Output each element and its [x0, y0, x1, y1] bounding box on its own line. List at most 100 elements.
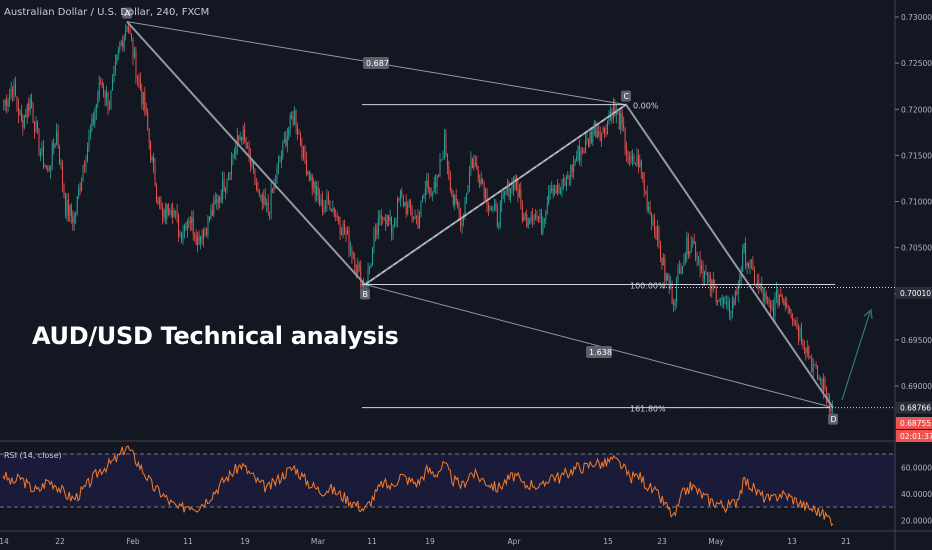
candle-body: [9, 93, 11, 101]
candle-body: [289, 115, 291, 130]
candle-body: [223, 179, 225, 192]
candle-body: [726, 302, 727, 304]
candle-body: [790, 313, 792, 318]
candle-body: [288, 129, 290, 136]
candle-body: [256, 184, 257, 190]
candle-body: [219, 197, 221, 204]
candle-body: [565, 175, 567, 186]
candle-body: [429, 186, 431, 195]
projection-arrowhead: [863, 308, 873, 320]
candle-body: [242, 129, 244, 140]
candle-body: [648, 207, 650, 210]
x-tick-label: 23: [657, 537, 667, 546]
candle-body: [376, 228, 378, 235]
candle-body: [98, 82, 100, 99]
candle-body: [734, 292, 736, 305]
candle-body: [662, 258, 664, 266]
candle-body: [768, 299, 770, 305]
candle-body: [44, 166, 46, 167]
candle-body: [555, 189, 557, 193]
candle-body: [63, 184, 65, 197]
x-tick-label: 11: [367, 537, 377, 546]
candle-body: [72, 215, 74, 223]
candle-body: [480, 178, 482, 184]
candle-body: [689, 251, 691, 255]
candle-body: [348, 230, 350, 252]
candle-body: [248, 145, 250, 156]
candle-body: [549, 190, 551, 194]
candle-body: [442, 158, 444, 160]
candle-body: [545, 211, 547, 220]
candle-body: [120, 42, 122, 46]
candle-body: [671, 283, 673, 303]
candle-body: [18, 106, 19, 116]
abcd-pattern-group[interactable]: 0.00% 100.00% 161.80% A B C D 0.687 1.638: [122, 7, 895, 425]
candle-body: [305, 159, 307, 174]
candle-body: [339, 223, 341, 233]
candle-body: [436, 175, 438, 188]
candle-body: [595, 122, 597, 138]
candle-body: [814, 365, 816, 367]
candle-body: [667, 274, 669, 281]
x-tick-label: Apr: [508, 537, 522, 546]
candle-body: [73, 217, 75, 223]
candle-body: [128, 27, 130, 32]
projection-arrow: [841, 311, 871, 401]
y-tick-label: 0.72500: [901, 59, 932, 68]
candle-body: [682, 266, 683, 274]
candle-body: [258, 191, 260, 196]
symbol-title[interactable]: Australian Dollar / U.S. Dollar, 240, FX…: [4, 7, 210, 18]
candle-body: [379, 215, 381, 218]
candle-body: [617, 112, 619, 114]
candle-body: [427, 180, 429, 187]
candle-body: [420, 201, 422, 216]
candle-body: [721, 297, 723, 300]
candle-body: [229, 173, 231, 175]
candle-body: [758, 280, 760, 287]
candle-body: [731, 299, 733, 312]
candle-body: [341, 232, 343, 235]
candle-body: [485, 189, 486, 198]
candle-body: [762, 292, 764, 301]
candle-body: [752, 261, 754, 270]
candle-body: [304, 146, 306, 160]
candle-body: [112, 80, 113, 91]
candle-body: [399, 191, 401, 200]
candle-body: [313, 182, 315, 189]
candle-body: [812, 365, 814, 372]
candle-body: [564, 181, 566, 186]
candle-body: [413, 217, 415, 219]
candle-body: [642, 172, 644, 179]
candle-body: [806, 347, 808, 353]
candle-body: [560, 189, 561, 194]
candle-body: [79, 189, 81, 191]
candle-body: [498, 225, 500, 227]
candle-body: [692, 240, 694, 244]
candle-body: [523, 216, 525, 221]
candle-body: [776, 289, 777, 298]
candle-body: [767, 297, 769, 300]
candle-body: [210, 210, 212, 220]
candle-body: [588, 139, 589, 147]
candle-body: [626, 149, 628, 155]
candles-group[interactable]: [3, 24, 833, 417]
candle-body: [276, 168, 278, 183]
rsi-line: [2, 445, 834, 527]
pattern-point-marker: [122, 7, 132, 19]
rsi-title[interactable]: RSI (14, close): [4, 451, 62, 460]
candle-body: [239, 137, 241, 140]
candle-body: [311, 175, 313, 189]
candle-body: [254, 169, 256, 185]
ratio-label: 1.638: [589, 348, 612, 357]
candle-body: [226, 180, 228, 188]
candle-body: [448, 166, 450, 177]
candle-body: [637, 154, 639, 167]
candle-body: [69, 205, 71, 216]
candle-body: [176, 210, 178, 216]
candle-body: [778, 294, 780, 305]
candle-body: [170, 210, 172, 214]
candle-body: [330, 209, 332, 212]
candle-body: [586, 139, 588, 141]
candle-body: [461, 220, 463, 226]
